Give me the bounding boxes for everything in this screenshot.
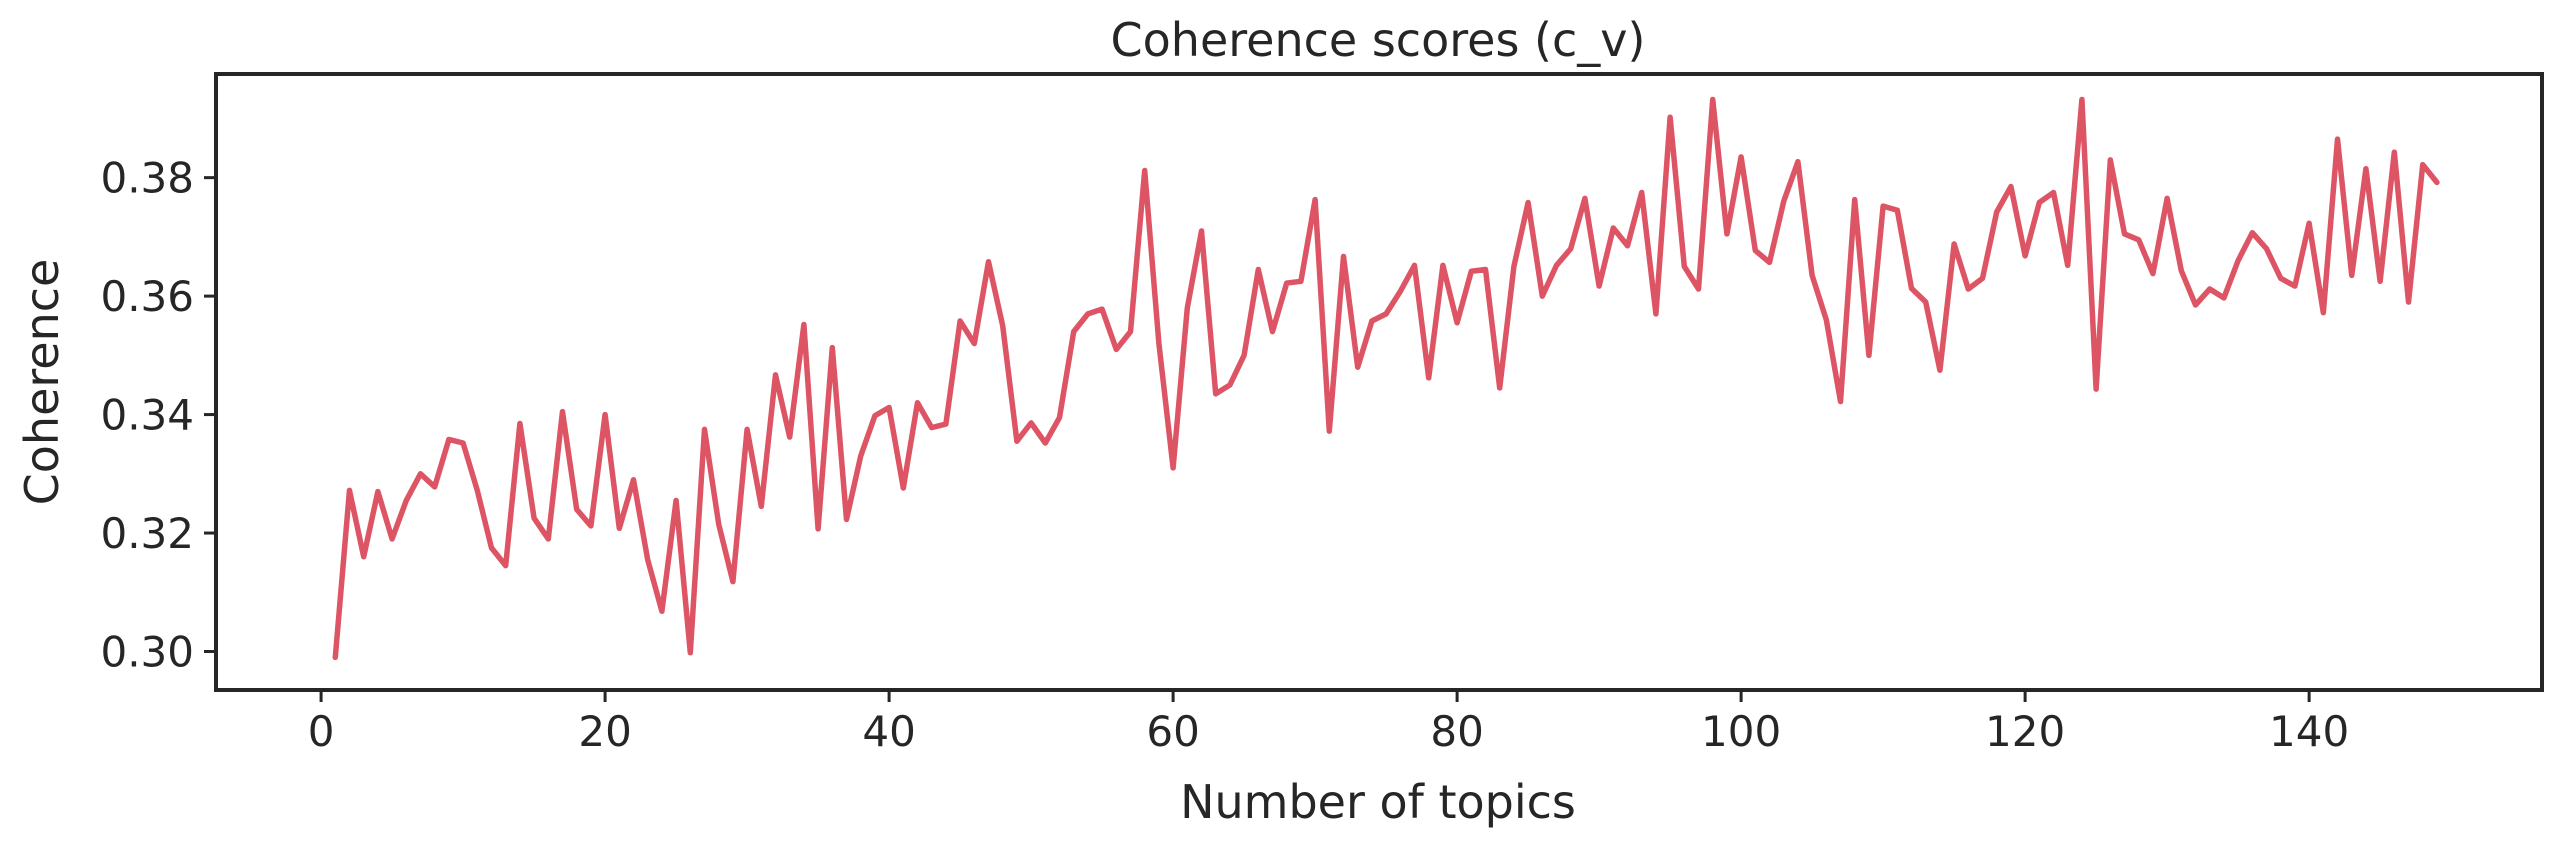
x-tick-label: 80 xyxy=(1430,707,1483,756)
x-tick-label: 20 xyxy=(578,707,631,756)
y-tick-label: 0.38 xyxy=(100,154,194,203)
coherence-line xyxy=(332,96,2440,661)
x-tick-label: 60 xyxy=(1146,707,1199,756)
y-axis-label: Coherence xyxy=(15,259,69,506)
y-tick-label: 0.32 xyxy=(100,509,194,558)
x-tick-label: 0 xyxy=(308,707,335,756)
x-axis-label: Number of topics xyxy=(1180,775,1576,829)
y-tick-label: 0.30 xyxy=(100,628,194,677)
x-tick-label: 100 xyxy=(1701,707,1781,756)
y-axis-ticks: 0.30 0.32 0.34 0.36 0.38 xyxy=(100,154,216,677)
x-tick-label: 120 xyxy=(1985,707,2065,756)
x-tick-label: 140 xyxy=(2269,707,2349,756)
chart-title: Coherence scores (c_v) xyxy=(1111,13,1646,67)
x-axis-ticks: 0 20 40 60 80 100 120 140 xyxy=(308,690,2349,756)
plot-frame xyxy=(214,72,2544,692)
y-tick-label: 0.36 xyxy=(100,272,194,321)
plot-area xyxy=(214,72,2544,692)
y-tick-label: 0.34 xyxy=(100,391,194,440)
x-tick-label: 40 xyxy=(862,707,915,756)
